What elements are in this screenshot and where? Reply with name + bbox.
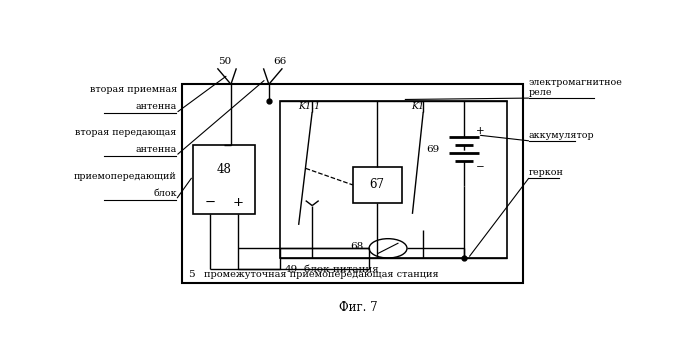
Bar [193,145,255,214]
Text: 50: 50 [218,57,231,66]
Text: аккумулятор: аккумулятор [529,131,595,140]
Text: промежуточная приемопередающая станция: промежуточная приемопередающая станция [204,270,438,279]
Bar [280,101,507,258]
Text: антенна: антенна [136,102,177,111]
Text: блок: блок [153,189,177,198]
Text: вторая приемная: вторая приемная [89,85,177,94]
Text: −: − [476,162,484,172]
Text: геркон: геркон [529,168,564,177]
Text: 48: 48 [217,163,231,175]
Text: реле: реле [529,88,552,97]
Text: −: − [205,196,216,209]
Text: 49: 49 [285,265,298,274]
Text: Фиг. 7: Фиг. 7 [339,301,377,314]
Text: приемопередающий: приемопередающий [74,172,177,181]
Text: K1.1: K1.1 [298,102,321,111]
Text: блок питания: блок питания [304,265,379,274]
Bar [182,84,524,283]
Text: +: + [232,196,243,209]
Text: 68: 68 [350,242,363,251]
Text: 5: 5 [187,270,194,279]
Bar [353,167,401,203]
Text: +: + [476,126,484,136]
Text: вторая передающая: вторая передающая [75,128,177,137]
Text: электромагнитное: электромагнитное [529,78,623,87]
Text: 69: 69 [426,145,440,154]
Text: K1: K1 [411,102,424,111]
Text: антенна: антенна [136,145,177,154]
Text: 67: 67 [370,178,384,192]
Text: 66: 66 [273,57,287,66]
